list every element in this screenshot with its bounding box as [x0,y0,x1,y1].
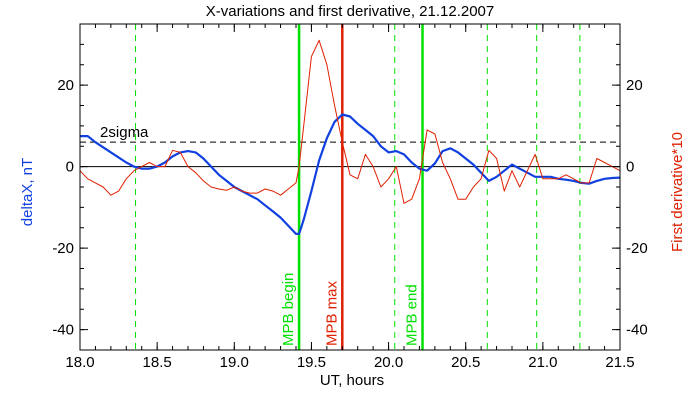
y-tick-label-left-2: 0 [66,159,74,176]
plot-frame [79,23,621,351]
y-axis-right-label: First derivative*10 [669,132,686,252]
y-tick-label-left-3: 20 [57,77,74,94]
y-tick-label-left-1: -20 [52,240,74,257]
y-tick-label-right-1: -20 [626,240,648,257]
x-tick-label-3: 19.5 [297,354,326,371]
y-tick-label-right-2: 0 [626,159,634,176]
y-tick-label-right-0: -40 [626,322,648,339]
x-tick-label-2: 19.0 [220,354,249,371]
series-line-deltax [80,113,621,235]
x-tick-label-0: 18.0 [65,354,94,371]
x-axis-label: UT, hours [320,372,384,389]
event-label-mpb-end: MPB end [404,284,421,346]
event-label-mpb-max: MPB max [323,280,340,346]
x-tick-label-6: 21.0 [528,354,557,371]
series-line-derivative [79,39,621,204]
event-label-mpb-begin: MPB begin [280,273,297,346]
chart-title: X-variations and first derivative, 21.12… [206,3,495,20]
y-tick-label-left-0: -40 [52,322,74,339]
sigma-label: 2sigma [100,124,149,141]
x-tick-label-5: 20.5 [451,354,480,371]
y-tick-label-right-3: 20 [626,77,643,94]
plot-area: 2sigma MPB begin MPB max MPB end 18.0 18.5 19.… [52,23,648,371]
x-tick-label-7: 21.5 [605,354,634,371]
y-axis-left-label: deltaX, nT [19,158,36,226]
x-tick-label-1: 18.5 [143,354,172,371]
x-tick-label-4: 20.0 [374,354,403,371]
